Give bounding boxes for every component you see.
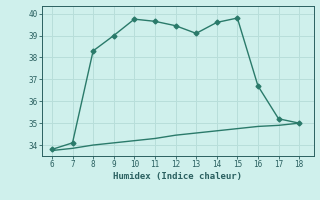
- X-axis label: Humidex (Indice chaleur): Humidex (Indice chaleur): [113, 172, 242, 181]
